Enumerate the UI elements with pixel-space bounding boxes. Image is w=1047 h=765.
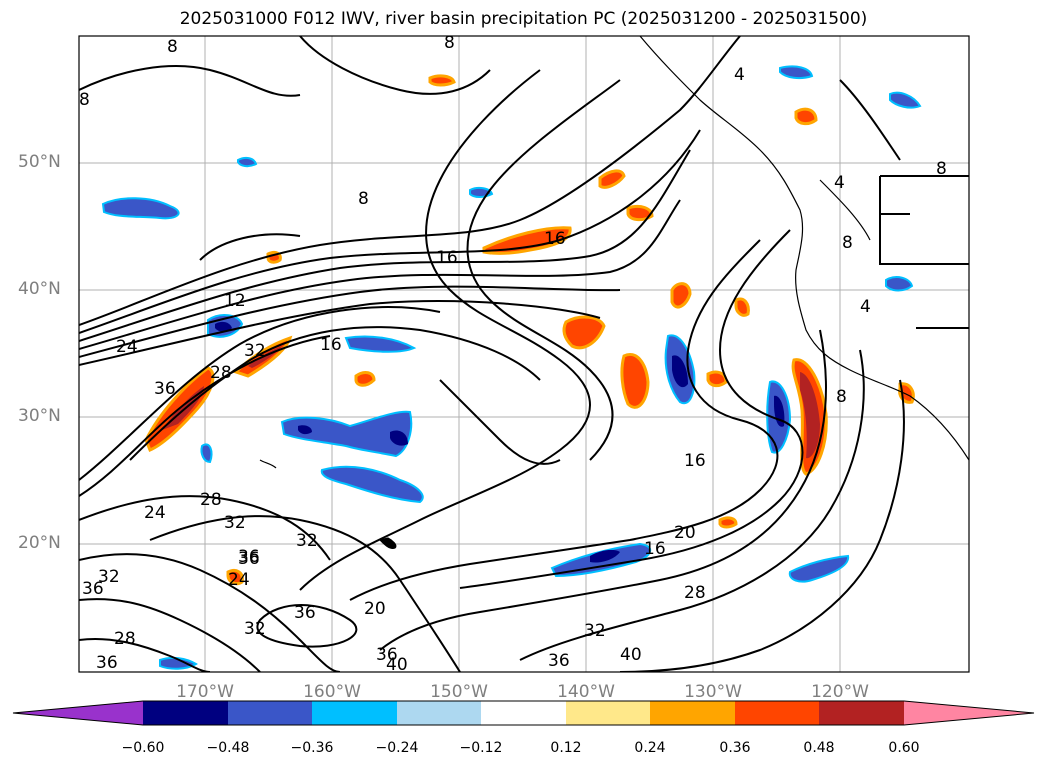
contour-label: 28 xyxy=(684,583,706,603)
contour-label: 24 xyxy=(144,503,166,523)
colorbar-segment xyxy=(13,701,143,725)
colorbar-tick-label: −0.12 xyxy=(459,740,503,756)
contour-label: 32 xyxy=(224,513,246,533)
contour-label: 24 xyxy=(116,337,138,357)
contour-label: 8 xyxy=(79,90,90,110)
colorbar xyxy=(12,700,1035,726)
contour-label: 16 xyxy=(684,451,706,471)
colorbar-segment xyxy=(228,701,312,725)
contour-label: 16 xyxy=(644,539,666,559)
colorbar-tick-label: −0.24 xyxy=(375,740,419,756)
colorbar-tick-label: −0.48 xyxy=(206,740,250,756)
colorbar-tick-label: −0.60 xyxy=(121,740,165,756)
colorbar-segment xyxy=(481,701,566,725)
longitude-label: 120°W xyxy=(811,682,869,702)
contour-label: 8 xyxy=(167,37,178,57)
longitude-label: 170°W xyxy=(176,682,234,702)
contour-label: 36 xyxy=(294,603,316,623)
contour-label: 36 xyxy=(238,549,260,569)
colorbar-segment xyxy=(312,701,397,725)
colorbar-segment xyxy=(397,701,481,725)
latitude-label: 50°N xyxy=(18,152,61,172)
colorbar-segment xyxy=(819,701,904,725)
contour-label: 8 xyxy=(842,233,853,253)
contour-label: 28 xyxy=(210,363,232,383)
contour-label: 32 xyxy=(98,567,120,587)
colorbar-segment xyxy=(904,701,1034,725)
contour-label: 20 xyxy=(674,523,696,543)
contour-label: 40 xyxy=(386,655,408,675)
contour-label: 36 xyxy=(548,651,570,671)
contour-label: 40 xyxy=(620,645,642,665)
contour-label: 32 xyxy=(244,619,266,639)
contour-label: 8 xyxy=(444,33,455,53)
contour-label: 8 xyxy=(358,189,369,209)
colorbar-tick-label: 0.48 xyxy=(803,740,835,756)
map-frame xyxy=(78,35,970,673)
latitude-label: 20°N xyxy=(18,533,61,553)
contour-label: 16 xyxy=(320,335,342,355)
contour-label: 8 xyxy=(836,387,847,407)
contour-label: 8 xyxy=(936,159,947,179)
longitude-label: 160°W xyxy=(303,682,361,702)
contour-label: 32 xyxy=(244,341,266,361)
longitude-label: 130°W xyxy=(684,682,742,702)
contour-label: 36 xyxy=(96,653,118,673)
colorbar-tick-label: 0.36 xyxy=(719,740,751,756)
contour-label: 36 xyxy=(82,579,104,599)
contour-label: 36 xyxy=(154,379,176,399)
colorbar-segment xyxy=(566,701,650,725)
contour-label: 20 xyxy=(364,599,386,619)
colorbar-segment xyxy=(143,701,228,725)
contour-label: 4 xyxy=(860,297,871,317)
latitude-label: 30°N xyxy=(18,406,61,426)
contour-labels: 8 8 8 8 4 12 16 24 36 28 32 32 16 16 8 8… xyxy=(79,33,947,675)
colorbar-tick-label: 0.12 xyxy=(550,740,582,756)
contour-label: 28 xyxy=(200,490,222,510)
colorbar-segment xyxy=(650,701,735,725)
contour-label: 32 xyxy=(296,531,318,551)
longitude-label: 150°W xyxy=(430,682,488,702)
contour-label: 36 xyxy=(238,547,260,567)
colorbar-tick-label: 0.24 xyxy=(634,740,666,756)
colorbar-tick-label: 0.60 xyxy=(888,740,920,756)
iwv-contours xyxy=(79,36,969,672)
map-title: 2025031000 F012 IWV, river basin precipi… xyxy=(179,9,868,29)
coastline xyxy=(259,36,969,550)
contour-label: 24 xyxy=(228,570,250,590)
contour-label: 28 xyxy=(114,629,136,649)
negative-precip-anomalies xyxy=(101,65,922,670)
contour-label: 36 xyxy=(376,645,398,665)
contour-label: 16 xyxy=(544,229,566,249)
longitude-label: 140°W xyxy=(557,682,615,702)
contour-label: 4 xyxy=(734,65,745,85)
colorbar-segment xyxy=(735,701,819,725)
contour-label: 16 xyxy=(436,248,458,268)
contour-label: 4 xyxy=(834,173,845,193)
colorbar-tick-label: −0.36 xyxy=(290,740,334,756)
contour-label: 12 xyxy=(224,291,246,311)
latitude-label: 40°N xyxy=(18,279,61,299)
colorbar-outline xyxy=(12,700,1035,726)
contour-label: 32 xyxy=(584,621,606,641)
